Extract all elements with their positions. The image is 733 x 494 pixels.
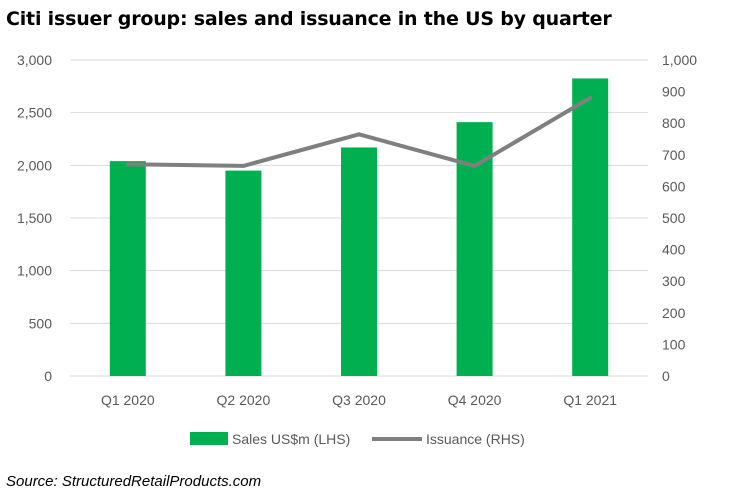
x-axis-ticks: Q1 2020 Q2 2020 Q3 2020 Q4 2020 Q1 2021 [101,392,617,408]
bar-series [109,78,609,376]
x-axis-tick-label: Q2 2020 [217,392,271,408]
left-axis-tick-label: 500 [29,315,53,331]
right-axis-tick-label: 900 [662,84,686,100]
right-axis-tick-label: 400 [662,242,686,258]
legend-label-sales: Sales US$m (LHS) [232,431,350,447]
bar [225,170,262,376]
right-axis-tick-label: 500 [662,210,686,226]
left-axis-ticks: 0 500 1,000 1,500 2,000 2,500 3,000 [17,52,52,384]
legend: Sales US$m (LHS) Issuance (RHS) [190,431,525,447]
right-axis-tick-label: 600 [662,178,686,194]
x-axis-tick-label: Q1 2020 [101,392,155,408]
right-axis-tick-label: 1,000 [662,52,697,68]
x-axis-tick-label: Q3 2020 [332,392,386,408]
left-axis-tick-label: 0 [44,368,52,384]
issuance-line [125,95,593,168]
right-axis-tick-label: 0 [662,368,670,384]
chart-area: 0 500 1,000 1,500 2,000 2,500 3,000 0 100 200 300… [17,52,697,447]
source-note: Source: StructuredRetailProducts.com [6,473,262,490]
chart-title: Citi issuer group: sales and issuance in… [6,8,612,30]
left-axis-tick-label: 1,500 [17,210,52,226]
right-axis-ticks: 0 100 200 300 400 500 600 700 800 900 1,000 [662,52,697,384]
right-axis-tick-label: 800 [662,115,686,131]
line-series [125,95,593,168]
bar [109,161,146,376]
x-axis-tick-label: Q1 2021 [563,392,617,408]
left-axis-tick-label: 3,000 [17,52,52,68]
right-axis-tick-label: 300 [662,273,686,289]
x-axis-tick-label: Q4 2020 [448,392,502,408]
left-axis-tick-label: 2,500 [17,105,52,121]
left-axis-tick-label: 1,000 [17,263,52,279]
left-axis-tick-label: 2,000 [17,157,52,173]
right-axis-tick-label: 100 [662,336,686,352]
right-axis-tick-label: 700 [662,147,686,163]
bar [572,78,609,376]
bar [341,147,377,376]
right-axis-tick-label: 200 [662,305,686,321]
legend-swatch-sales [190,432,228,445]
legend-label-issuance: Issuance (RHS) [426,431,525,447]
